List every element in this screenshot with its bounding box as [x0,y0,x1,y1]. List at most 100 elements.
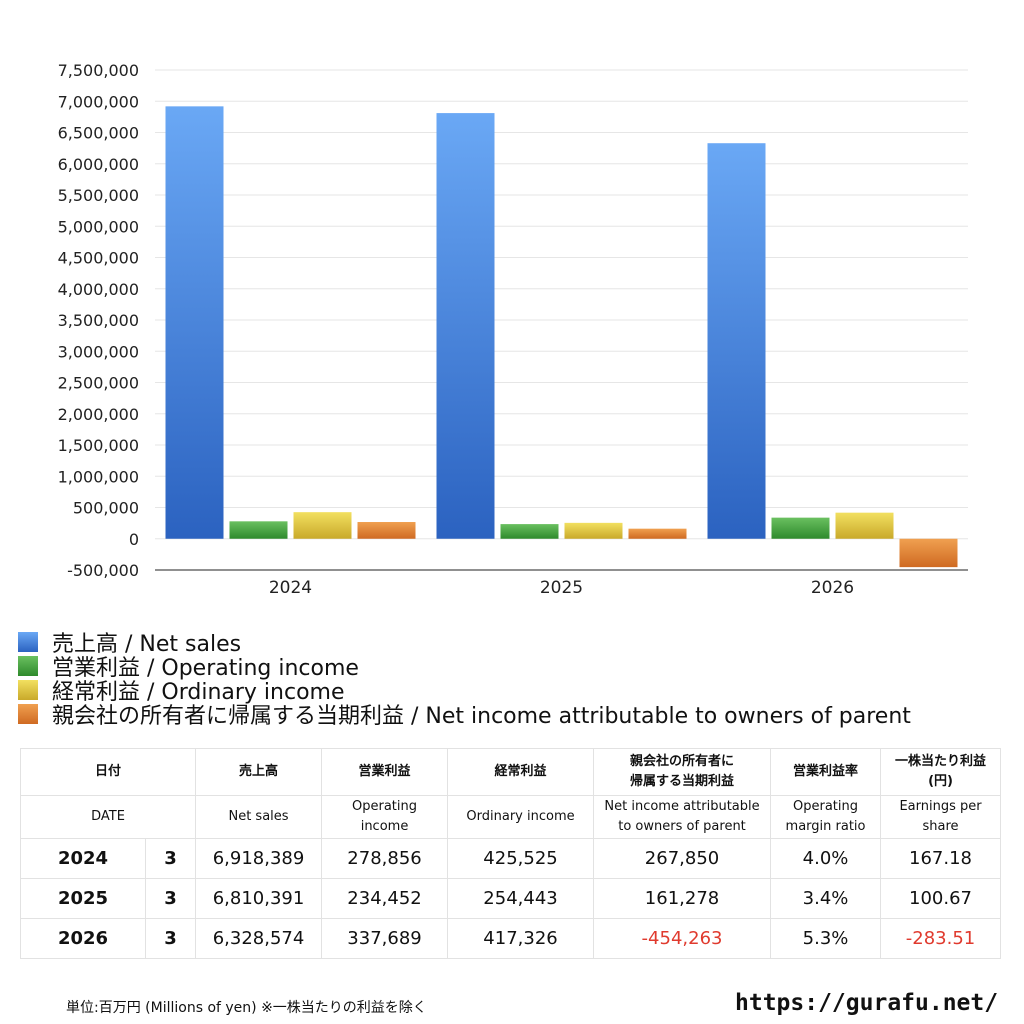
legend-item-ordinary-income: 経常利益 / Ordinary income [18,678,911,705]
header-eps-jp-line2: (円) [928,774,953,789]
legend-swatch-green [18,656,38,676]
header-net-income-jp-line1: 親会社の所有者に [630,754,735,769]
header-net-income-en-line2: to owners of parent [618,819,746,834]
x-tick-label: 2026 [811,578,854,598]
cell-net-income: 161,278 [593,878,772,919]
legend-item-net-sales: 売上高 / Net sales [18,630,911,657]
cell-net-income: -454,263 [593,918,772,959]
bar-net-sales [165,106,224,539]
y-tick-label: 7,000,000 [58,92,139,111]
header-net-income-jp: 親会社の所有者に 帰属する当期利益 [593,748,772,796]
x-axis-ticks: 2024 2025 2026 [269,578,854,598]
header-eps-en-line2: share [922,819,959,834]
cell-year: 2026 [20,918,146,959]
x-tick-label: 2025 [540,578,583,598]
cell-net-sales: 6,918,389 [195,838,323,879]
cell-operating-income: 337,689 [321,918,449,959]
header-operating-income-jp: 営業利益 [321,748,449,796]
y-tick-label: 6,500,000 [58,124,139,143]
bar-net-income [899,538,958,568]
header-operating-income-en-line2: income [360,819,409,834]
cell-eps: -283.51 [880,918,1002,959]
header-eps-en-line1: Earnings per [899,799,982,814]
bar-ordinary-income [564,522,623,539]
header-net-sales-en: Net sales [195,795,323,839]
site-url[interactable]: https://gurafu.net/ [735,990,999,1016]
header-ordinary-income-jp: 経常利益 [447,748,595,796]
legend: 売上高 / Net sales 営業利益 / Operating income … [18,630,911,729]
unit-footnote: 単位:百万円 (Millions of yen) ※一株当たりの利益を除く [66,1000,427,1016]
y-tick-label: 4,500,000 [58,249,139,268]
y-tick-label: 500,000 [73,499,139,518]
cell-net-sales: 6,328,574 [195,918,323,959]
bar-net-sales [707,143,766,539]
y-tick-label: -500,000 [67,561,139,580]
table-header-jp: 日付 売上高 営業利益 経常利益 親会社の所有者に 帰属する当期利益 営業利益率 … [19,748,1002,796]
cell-margin: 5.3% [770,918,882,959]
y-axis-ticks: -500,000 0 500,000 1,000,000 1,500,000 2,000,… [58,61,139,580]
cell-year: 2024 [20,838,146,879]
bar-ordinary-income [835,512,894,539]
bar-net-income [357,522,416,539]
table-row: 2025 3 6,810,391 234,452 254,443 161,278… [20,878,1002,919]
cell-margin: 4.0% [770,838,882,879]
table-header-en: DATE Net sales Operating income Ordinary … [19,795,1002,839]
header-eps-jp: 一株当たり利益 (円) [880,748,1002,796]
legend-label: 親会社の所有者に帰属する当期利益 / Net income attributab… [52,704,911,729]
header-eps-jp-line1: 一株当たり利益 [895,754,987,769]
legend-label: 売上高 / Net sales [52,632,242,657]
bar-operating-income [771,517,830,539]
bar-operating-income [229,521,288,539]
cell-month: 3 [144,838,197,879]
table-row: 2026 3 6,328,574 337,689 417,326 -454,26… [20,918,1002,959]
y-tick-label: 5,000,000 [58,217,139,236]
bar-operating-income [500,524,559,539]
header-date-en: DATE [19,795,197,839]
header-operating-income-en: Operating income [321,795,449,839]
bars [165,106,958,568]
y-tick-label: 4,000,000 [58,280,139,299]
y-tick-label: 2,500,000 [58,374,139,393]
table-row: 2024 3 6,918,389 278,856 425,525 267,850… [20,838,1002,879]
financial-table: 日付 売上高 営業利益 経常利益 親会社の所有者に 帰属する当期利益 営業利益率 … [19,748,1002,959]
header-margin-en-line1: Operating [793,799,859,814]
header-net-income-en: Net income attributable to owners of pare… [593,795,772,839]
y-tick-label: 6,000,000 [58,155,139,174]
y-tick-label: 3,500,000 [58,311,139,330]
header-eps-en: Earnings per share [880,795,1002,839]
y-tick-label: 7,500,000 [58,61,139,80]
y-tick-label: 1,500,000 [58,436,139,455]
y-tick-label: 0 [129,530,139,549]
gridlines [155,69,968,571]
legend-swatch-yellow [18,680,38,700]
cell-eps: 100.67 [880,878,1002,919]
legend-swatch-blue [18,632,38,652]
cell-year: 2025 [20,878,146,919]
cell-ordinary-income: 254,443 [447,878,595,919]
header-net-sales-jp: 売上高 [195,748,323,796]
bar-net-income [628,528,687,539]
header-margin-en: Operating margin ratio [770,795,882,839]
cell-net-sales: 6,810,391 [195,878,323,919]
legend-item-operating-income: 営業利益 / Operating income [18,654,911,681]
header-operating-income-en-line1: Operating [352,799,418,814]
y-tick-label: 2,000,000 [58,405,139,424]
legend-label: 経常利益 / Ordinary income [52,680,345,705]
cell-eps: 167.18 [880,838,1002,879]
y-tick-label: 5,500,000 [58,186,139,205]
y-tick-label: 1,000,000 [58,467,139,486]
x-tick-label: 2024 [269,578,312,598]
header-net-income-en-line1: Net income attributable [604,799,760,814]
legend-swatch-orange [18,704,38,724]
cell-net-income: 267,850 [593,838,772,879]
cell-operating-income: 234,452 [321,878,449,919]
y-tick-label: 3,000,000 [58,342,139,361]
header-margin-en-line2: margin ratio [785,819,866,834]
legend-label: 営業利益 / Operating income [52,656,359,681]
header-margin-jp: 営業利益率 [770,748,882,796]
cell-month: 3 [144,918,197,959]
header-ordinary-income-en: Ordinary income [447,795,595,839]
cell-ordinary-income: 425,525 [447,838,595,879]
cell-operating-income: 278,856 [321,838,449,879]
legend-item-net-income: 親会社の所有者に帰属する当期利益 / Net income attributab… [18,702,911,729]
